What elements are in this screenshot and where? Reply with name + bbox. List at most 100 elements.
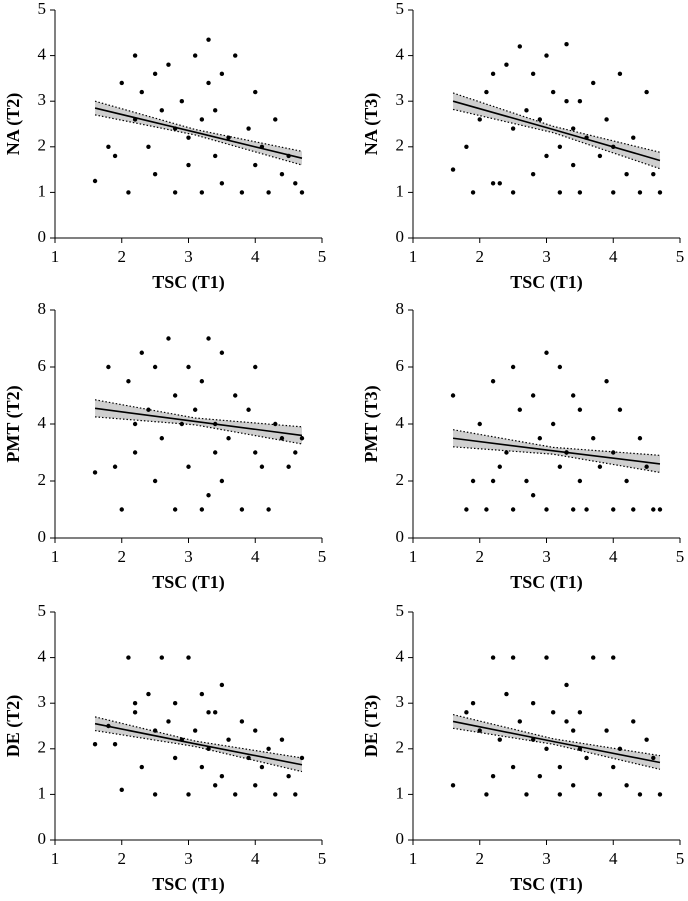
point <box>657 190 663 195</box>
point <box>219 478 225 484</box>
point <box>213 783 218 788</box>
fit-line <box>94 107 303 159</box>
y-tick-label: 5 <box>396 0 405 18</box>
point <box>199 379 205 384</box>
point <box>112 153 118 159</box>
point <box>651 171 656 177</box>
x-tick-label: 5 <box>676 547 685 566</box>
fit-line <box>94 407 303 437</box>
y-tick-label: 4 <box>38 45 47 64</box>
point <box>557 464 563 469</box>
point <box>611 764 616 770</box>
point <box>139 350 144 355</box>
band-edge <box>94 100 303 152</box>
point <box>159 108 164 113</box>
x-tick-label: 5 <box>318 849 327 868</box>
y-axis-label: NA (T2) <box>3 93 24 156</box>
point <box>550 710 556 715</box>
fit-line <box>452 437 661 465</box>
point <box>611 507 616 512</box>
point <box>213 710 218 715</box>
point <box>166 62 171 67</box>
point <box>266 507 271 512</box>
point <box>571 507 576 512</box>
point <box>106 144 111 149</box>
y-tick-label: 3 <box>38 90 47 109</box>
point <box>126 190 131 195</box>
point <box>253 89 258 95</box>
point <box>497 464 502 469</box>
point <box>186 792 191 797</box>
y-axis-label: DE (T3) <box>361 695 382 758</box>
point <box>192 407 198 412</box>
point <box>146 144 151 149</box>
x-tick-label: 4 <box>251 547 260 566</box>
point <box>624 478 629 484</box>
point <box>477 117 482 122</box>
y-axis-label: NA (T3) <box>361 93 382 156</box>
band-edge <box>95 416 303 445</box>
x-tick-label: 3 <box>184 247 193 266</box>
x-tick-label: 4 <box>251 247 260 266</box>
point <box>524 792 529 797</box>
y-tick-label: 4 <box>38 647 47 666</box>
x-tick-label: 4 <box>251 849 260 868</box>
band-edge <box>452 714 661 757</box>
fit-line <box>94 722 303 766</box>
x-tick-label: 2 <box>118 849 127 868</box>
point <box>577 478 583 484</box>
band-edge <box>452 429 661 456</box>
point <box>139 764 144 770</box>
y-axis-label: PMT (T3) <box>361 385 382 462</box>
point <box>226 737 231 742</box>
point <box>206 493 211 498</box>
x-tick-label: 5 <box>676 247 685 266</box>
point <box>651 755 656 761</box>
y-tick-label: 2 <box>38 738 47 757</box>
point <box>470 701 476 706</box>
point <box>504 450 509 455</box>
y-tick-label: 0 <box>38 527 47 546</box>
point <box>286 464 291 469</box>
x-tick-label: 1 <box>51 247 60 266</box>
point <box>510 655 516 660</box>
point <box>146 691 151 697</box>
point <box>199 507 205 512</box>
point <box>517 44 522 49</box>
point <box>597 153 603 159</box>
point <box>624 171 629 177</box>
point <box>213 450 218 455</box>
y-tick-label: 2 <box>396 136 405 155</box>
point <box>239 507 245 512</box>
point <box>604 379 609 384</box>
y-tick-label: 4 <box>396 647 405 666</box>
point <box>119 507 124 512</box>
point <box>644 737 649 742</box>
x-tick-label: 3 <box>542 547 551 566</box>
x-axis-label: TSC (T1) <box>152 874 225 895</box>
point <box>233 792 238 797</box>
x-tick-label: 2 <box>118 247 127 266</box>
point <box>530 171 536 177</box>
point <box>450 783 456 788</box>
point <box>146 407 151 412</box>
x-tick-label: 2 <box>476 547 485 566</box>
point <box>92 742 98 747</box>
x-axis-label: TSC (T1) <box>510 272 583 293</box>
point <box>213 108 218 113</box>
y-tick-label: 5 <box>38 601 47 620</box>
point <box>206 710 211 715</box>
point <box>239 719 245 724</box>
point <box>106 364 111 370</box>
point <box>279 171 285 177</box>
point <box>604 728 609 733</box>
point <box>293 181 298 186</box>
point <box>637 190 643 195</box>
point <box>132 450 138 455</box>
point <box>279 436 285 441</box>
x-tick-label: 1 <box>51 547 60 566</box>
point <box>470 478 476 484</box>
